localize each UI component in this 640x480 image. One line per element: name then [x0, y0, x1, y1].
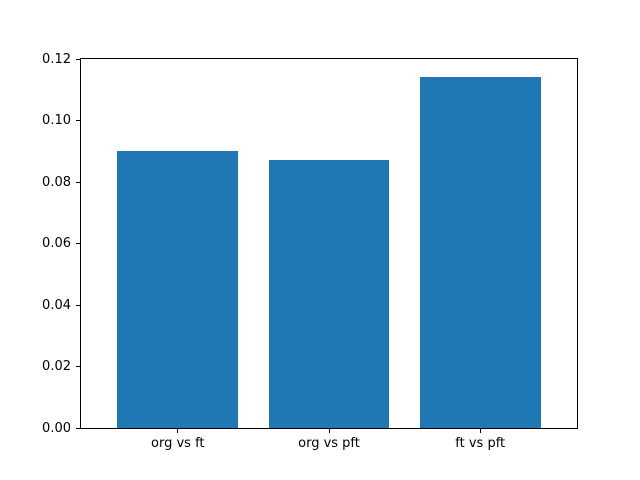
bar-org-vs-ft: [117, 151, 239, 428]
y-tick-mark: [76, 181, 80, 183]
x-tick-mark: [177, 429, 179, 433]
y-tick-label: 0.10: [42, 113, 71, 128]
y-tick-mark: [76, 243, 80, 244]
x-tick-label: org vs pft: [298, 436, 360, 451]
bar-ft-vs-pft: [419, 77, 541, 428]
x-tick-mark: [328, 429, 330, 433]
bar-org-vs-pft: [268, 160, 390, 428]
plot-area: 0.00 0.02 0.04 0.06 0.08 0.10 0.12 org vs ft org…: [42, 52, 578, 451]
y-tick-mark: [76, 366, 80, 367]
y-tick-mark: [76, 304, 80, 306]
y-tick-label: 0.06: [42, 236, 71, 251]
y-tick-mark: [76, 120, 80, 121]
x-tick-label: org vs ft: [151, 436, 205, 451]
y-tick-label: 0.02: [42, 359, 71, 374]
y-tick-label: 0.12: [42, 51, 71, 67]
x-tick-mark: [479, 429, 481, 433]
y-tick-label: 0.00: [42, 420, 71, 436]
x-tick-label: ft vs pft: [455, 436, 506, 451]
y-tick-mark: [76, 58, 80, 60]
y-tick-mark: [76, 427, 80, 429]
y-tick-label: 0.04: [42, 297, 71, 313]
y-tick-label: 0.08: [42, 174, 71, 190]
